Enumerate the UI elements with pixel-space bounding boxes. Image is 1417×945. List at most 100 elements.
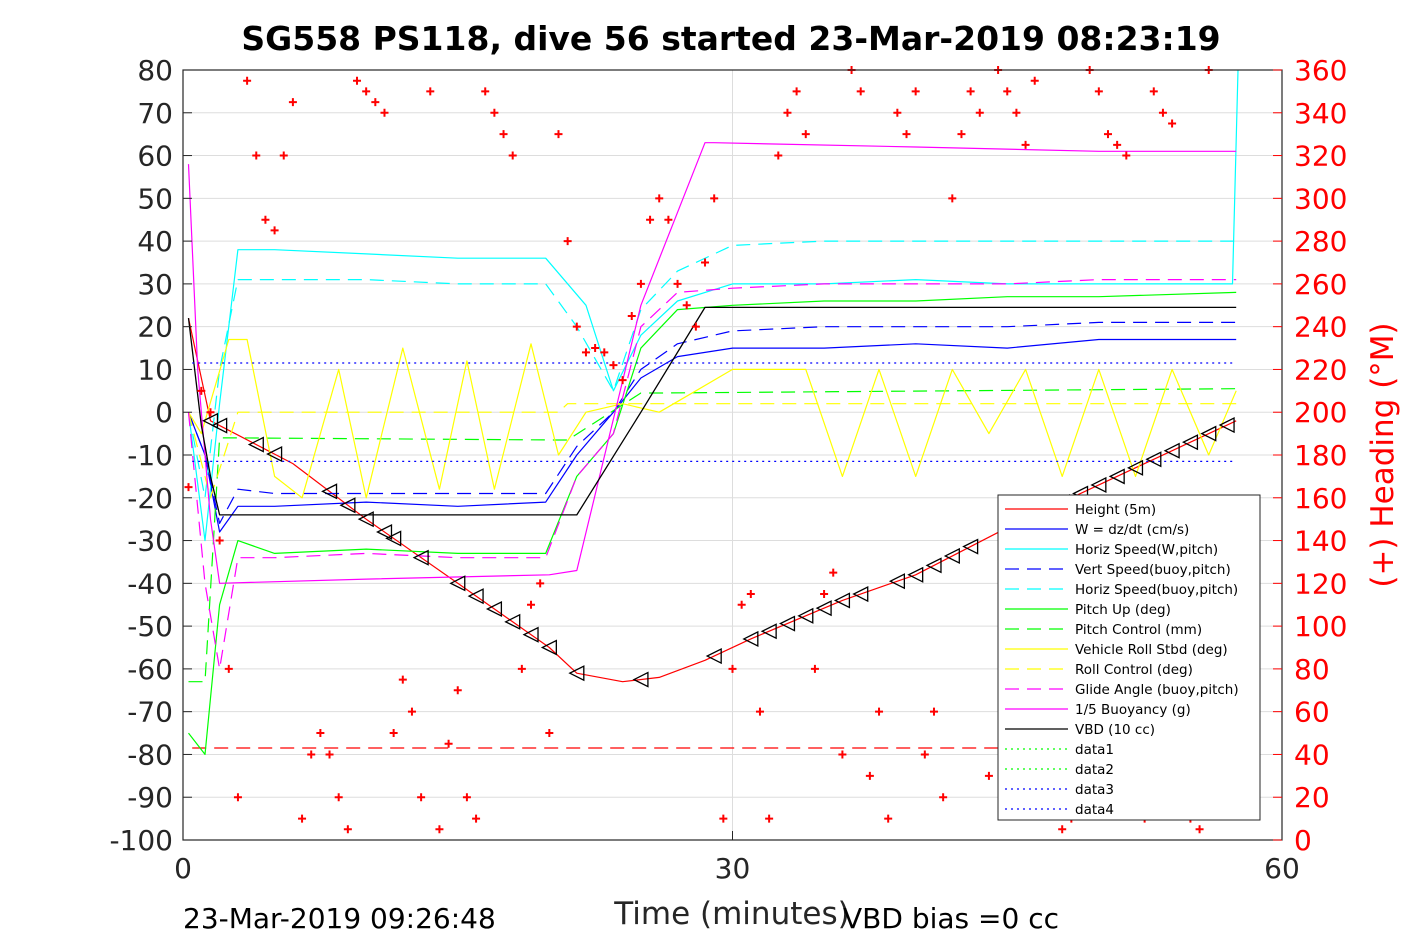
heading-point [646, 215, 655, 224]
y-tick-label-left: -100 [109, 824, 173, 857]
heading-point [737, 600, 746, 609]
depth-marker [568, 665, 585, 682]
depth-marker [925, 557, 942, 574]
series-line-4 [187, 240, 1237, 499]
heading-point [316, 729, 325, 738]
series-lines [187, 69, 1239, 756]
depth-marker [266, 445, 283, 463]
legend-label: data2 [1075, 762, 1114, 778]
depth-marker [1145, 451, 1162, 468]
y-tick-label-left: 40 [137, 225, 173, 258]
heading-point [499, 130, 508, 139]
depth-marker [943, 547, 960, 565]
heading-point [215, 536, 224, 545]
legend-label: Glide Angle (buoy,pitch) [1075, 682, 1239, 698]
heading-point [279, 151, 288, 160]
heading-point [627, 311, 636, 320]
y-tick-label-right: 40 [1294, 738, 1330, 771]
depth-marker [412, 549, 429, 566]
footer-timestamp: 23-Mar-2019 09:26:48 [183, 902, 496, 935]
heading-point [453, 686, 462, 695]
heading-point [618, 376, 627, 385]
depth-marker [504, 613, 521, 630]
heading-point [252, 151, 261, 160]
heading-point [197, 386, 206, 395]
footer-vbd-bias: VBD bias =0 cc [843, 902, 1059, 935]
depth-marker [485, 600, 503, 618]
heading-point [875, 707, 884, 716]
heading-point [261, 215, 270, 224]
heading-point [527, 600, 536, 609]
heading-point [1195, 825, 1204, 834]
heading-point [270, 226, 279, 235]
heading-point [298, 814, 307, 823]
depth-marker [376, 523, 393, 541]
legend-label: W = dz/dt (cm/s) [1075, 522, 1189, 538]
y-tick-label-left: -20 [127, 482, 173, 515]
heading-point [755, 707, 764, 716]
heading-point [1149, 87, 1158, 96]
y-tick-label-right: 280 [1294, 225, 1347, 258]
y-tick-label-right: 260 [1294, 268, 1347, 301]
heading-point [1003, 87, 1012, 96]
heading-point [691, 322, 700, 331]
y-tick-label-left: -10 [127, 439, 173, 472]
y-tick-label-right: 300 [1294, 182, 1347, 215]
heading-point [765, 814, 774, 823]
heading-point [792, 87, 801, 96]
x-tick-label: 60 [1264, 852, 1300, 885]
depth-marker [1127, 459, 1144, 476]
heading-markers [184, 66, 1213, 834]
heading-point [838, 750, 847, 759]
heading-point [224, 664, 233, 673]
heading-point [682, 301, 691, 310]
y-tick-label-right: 20 [1294, 781, 1330, 814]
heading-point [563, 237, 572, 246]
legend-label: VBD (10 cc) [1075, 722, 1155, 738]
heading-point [1021, 140, 1030, 149]
y-tick-label-left: 70 [137, 97, 173, 130]
series-line-7 [187, 338, 1237, 499]
depth-marker [888, 573, 905, 590]
heading-point [380, 108, 389, 117]
heading-point [957, 130, 966, 139]
depth-marker [742, 630, 759, 647]
heading-point [371, 98, 380, 107]
y-tick-label-right: 240 [1294, 311, 1347, 344]
legend-label: data3 [1075, 782, 1114, 798]
heading-point [462, 793, 471, 802]
legend-label: Roll Control (deg) [1075, 662, 1193, 678]
heading-point [810, 664, 819, 673]
heading-point [984, 771, 993, 780]
depth-marker [1181, 434, 1199, 451]
legend-label: Horiz Speed(W,pitch) [1075, 542, 1218, 558]
heading-point [536, 579, 545, 588]
heading-point [184, 483, 193, 492]
heading-point [774, 151, 783, 160]
y-tick-label-left: -70 [127, 696, 173, 729]
legend-label: Horiz Speed(buoy,pitch) [1075, 582, 1238, 598]
heading-point [554, 130, 563, 139]
heading-point [426, 87, 435, 96]
y-tick-label-right: 340 [1294, 97, 1347, 130]
heading-point [206, 408, 215, 417]
depth-marker [797, 607, 814, 624]
y-tick-label-left: -60 [127, 653, 173, 686]
heading-point [746, 590, 755, 599]
heading-point [829, 568, 838, 577]
heading-point [591, 344, 600, 353]
heading-point [288, 98, 297, 107]
y-tick-label-left: 50 [137, 182, 173, 215]
heading-point [1103, 130, 1112, 139]
heading-point [508, 151, 517, 160]
heading-point [407, 707, 416, 716]
depth-marker [1108, 468, 1125, 485]
depth-marker [1218, 417, 1235, 434]
heading-point [865, 771, 874, 780]
y-tick-label-right: 200 [1294, 396, 1347, 429]
heading-point [581, 348, 590, 357]
y-tick-label-right: 220 [1294, 353, 1347, 386]
axis-ticks: 80706050403020100-10-20-30-40-50-60-70-8… [109, 54, 1347, 885]
heading-point [1168, 119, 1177, 128]
